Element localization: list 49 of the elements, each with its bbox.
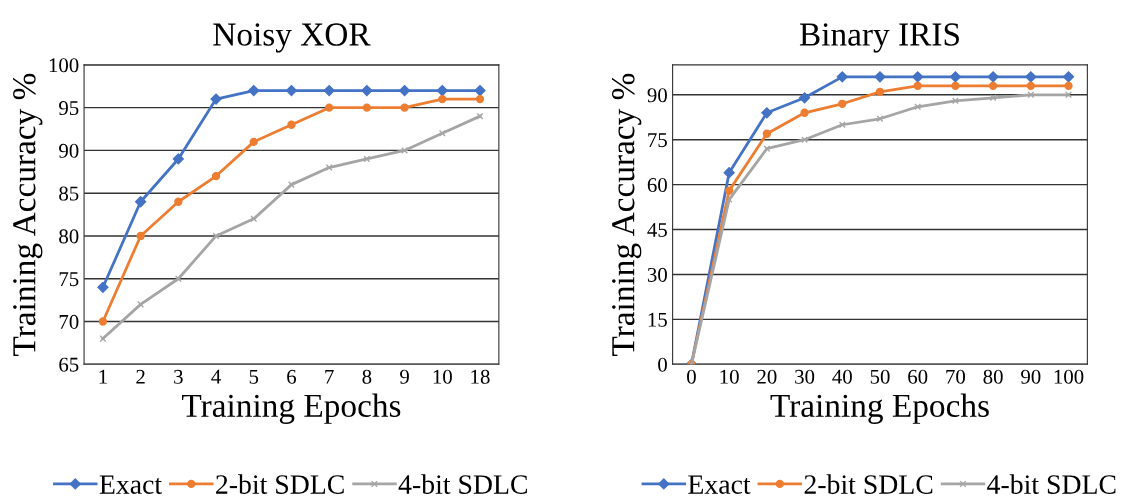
- y-tick-label: 65: [59, 357, 79, 372]
- x-tick-label: 18: [471, 369, 490, 384]
- y-tick-label: 100: [49, 58, 79, 73]
- x-tick-label: 40: [832, 369, 852, 384]
- x-tick-label: 5: [249, 369, 259, 384]
- x-tick-label: 10: [720, 369, 739, 384]
- x-tick-label: 1: [99, 369, 107, 384]
- chart-title: Binary IRIS: [799, 23, 959, 53]
- x-axis-title: Training Epochs: [770, 393, 989, 424]
- x-tick-label: 3: [174, 369, 183, 384]
- legend-label: 4-bit SDLC: [987, 474, 1116, 494]
- x-tick-label: 80: [983, 369, 1003, 384]
- y-axis-title: Training Accuracy %: [13, 73, 43, 356]
- y-tick-label: 75: [59, 272, 79, 287]
- x-tick-label: 8: [362, 369, 372, 384]
- x-tick-label: 10: [433, 369, 452, 384]
- x-tick-label: 4: [211, 369, 221, 384]
- legend-label: Exact: [99, 475, 162, 494]
- y-tick-label: 90: [59, 143, 79, 158]
- x-tick-label: 0: [687, 369, 696, 384]
- y-tick-label: 90: [647, 88, 667, 103]
- x-tick-label: 70: [946, 369, 966, 384]
- y-tick-label: 45: [647, 223, 667, 237]
- x-tick-label: 50: [870, 369, 890, 384]
- y-axis-title: Training Accuracy %: [611, 73, 642, 356]
- x-tick-label: 60: [908, 369, 928, 384]
- y-tick-label: 0: [658, 357, 667, 372]
- y-tick-label: 60: [647, 178, 667, 193]
- x-axis-title: Training Epochs: [182, 393, 401, 424]
- x-tick-label: 9: [400, 369, 409, 384]
- y-tick-label: 95: [59, 101, 79, 116]
- y-tick-label: 85: [59, 186, 79, 201]
- chart-title: Noisy XOR: [213, 23, 371, 53]
- x-tick-label: 2: [136, 369, 145, 384]
- y-tick-label: 70: [59, 314, 79, 329]
- legend-label: 4-bit SDLC: [398, 474, 527, 494]
- y-tick-label: 80: [59, 229, 79, 244]
- x-tick-label: 7: [325, 369, 334, 384]
- y-tick-label: 75: [648, 133, 667, 148]
- legend-label: 2-bit SDLC: [216, 474, 344, 494]
- x-tick-label: 100: [1054, 369, 1084, 384]
- x-tick-label: 20: [757, 369, 777, 384]
- x-tick-label: 90: [1021, 369, 1041, 384]
- y-tick-label: 30: [647, 267, 667, 282]
- y-tick-label: 15: [648, 312, 667, 327]
- x-tick-label: 30: [795, 369, 815, 384]
- legend-label: Exact: [688, 475, 751, 494]
- legend-label: 2-bit SDLC: [804, 474, 933, 494]
- x-tick-label: 6: [287, 369, 297, 384]
